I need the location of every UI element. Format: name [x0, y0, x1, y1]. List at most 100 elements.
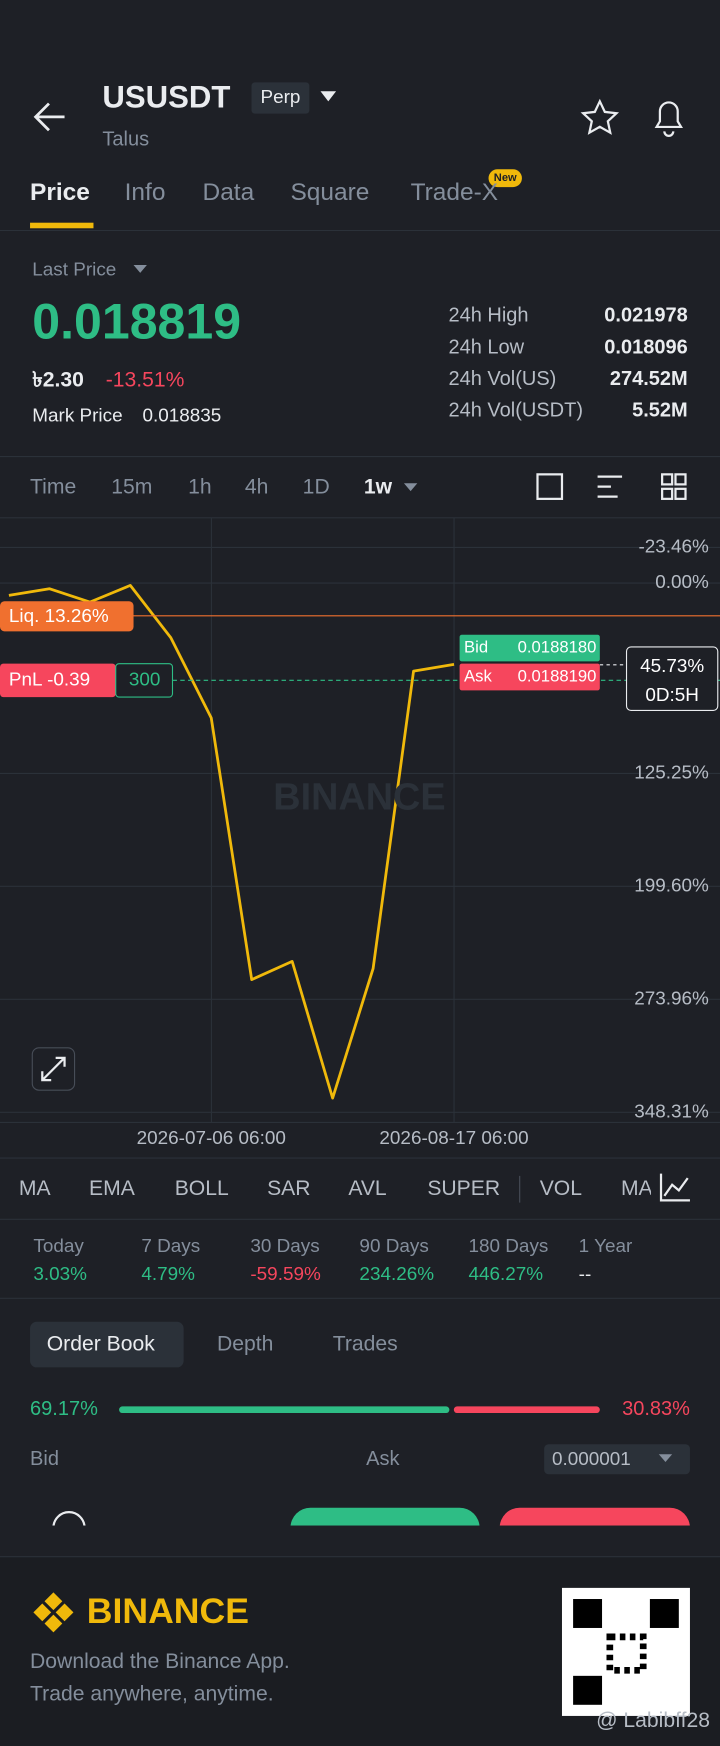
back-button[interactable]	[33, 102, 65, 132]
tab[interactable]: Info	[125, 179, 166, 206]
tab[interactable]: Data	[203, 179, 255, 206]
period-label: 7 Days	[141, 1236, 200, 1257]
tool-icon[interactable]	[674, 473, 687, 486]
ask-label: Ask	[464, 666, 492, 685]
stat-value: 0.021978	[604, 305, 687, 327]
username: @ Labibff28	[596, 1709, 710, 1732]
icon-backdrop	[651, 1169, 720, 1210]
tab-underline	[30, 222, 94, 229]
dropdown-icon[interactable]	[403, 483, 418, 492]
indicator[interactable]: EMA	[89, 1177, 136, 1200]
x-tick-label: 2026-08-17 06:00	[379, 1128, 528, 1149]
dropdown-icon[interactable]	[133, 265, 147, 273]
toolbar-icon[interactable]	[52, 1511, 86, 1528]
qr-finder	[573, 1599, 603, 1628]
orderbook-tab[interactable]: Order Book	[47, 1333, 155, 1356]
indicator[interactable]: SUPER	[427, 1177, 500, 1200]
chart-layer	[0, 546, 720, 1113]
interval[interactable]: Time	[30, 475, 76, 498]
tab[interactable]: Square	[290, 179, 369, 206]
tab[interactable]: Price	[30, 179, 90, 206]
expand-button[interactable]	[31, 1047, 76, 1091]
interval[interactable]: 4h	[245, 475, 269, 498]
indicator[interactable]: MA	[19, 1177, 52, 1200]
interval[interactable]: 1w	[364, 475, 393, 498]
active-tab-pill[interactable]	[30, 1321, 184, 1368]
cutoff	[0, 1525, 720, 1557]
tool-icon[interactable]	[536, 473, 564, 500]
period-label: 90 Days	[359, 1236, 428, 1257]
local-price: ৳2.30	[32, 368, 84, 391]
y-tick-label: 348.31%	[634, 1101, 709, 1122]
countdown: 0D:5H	[645, 685, 699, 706]
interval[interactable]: 1D	[303, 475, 330, 498]
brand: BINANCE	[87, 1591, 249, 1631]
interval[interactable]: 15m	[111, 475, 152, 498]
indicator-settings-icon[interactable]	[659, 1173, 690, 1202]
dropdown-icon[interactable]	[320, 91, 337, 102]
subtitle: Talus	[102, 129, 149, 151]
period-value: 234.26%	[359, 1264, 434, 1285]
period-label: 1 Year	[579, 1236, 633, 1257]
chart-tools	[536, 473, 687, 500]
brand-logo	[33, 1592, 74, 1633]
tab[interactable]: Trade-X	[411, 179, 498, 206]
indicator[interactable]: AVL	[348, 1177, 387, 1200]
y-tick-label: 273.96%	[634, 988, 709, 1009]
period-value: -59.59%	[250, 1264, 321, 1285]
ask-column: Ask	[366, 1448, 400, 1470]
bid-price: 0.0188180	[518, 637, 597, 656]
perp-badge	[251, 82, 310, 114]
precision: 0.000001	[552, 1449, 631, 1470]
expand-icon	[41, 1056, 66, 1082]
stat-label: 24h Vol(USDT)	[448, 400, 583, 422]
y-tick-label: 0.00%	[655, 572, 709, 593]
precision-box[interactable]	[544, 1444, 690, 1475]
indicator[interactable]: VOL	[540, 1177, 583, 1200]
pnl-box	[0, 663, 116, 698]
y-tick-label: -23.46%	[638, 536, 709, 557]
logo-shape	[33, 1592, 74, 1633]
tool-icon[interactable]	[674, 487, 687, 500]
tool-icon[interactable]	[661, 473, 674, 486]
stat-label: 24h High	[448, 305, 528, 327]
y-tick-label: 199.60%	[634, 875, 709, 896]
orderbook-tab[interactable]: Depth	[217, 1333, 273, 1356]
tool-icon[interactable]	[661, 487, 674, 500]
period-label: Today	[33, 1236, 84, 1257]
bid-box	[459, 634, 600, 662]
ask-ratio: 30.83%	[622, 1398, 690, 1420]
indicator[interactable]: MA	[621, 1177, 654, 1200]
ask-price: 0.0188190	[518, 666, 597, 685]
liq-label: Liq. 13.26%	[9, 606, 109, 627]
bid-ratio: 69.17%	[30, 1398, 98, 1420]
alert-icon[interactable]	[654, 101, 684, 137]
liq-label-box	[0, 601, 134, 632]
price-line	[8, 583, 455, 1100]
favorite-icon[interactable]	[580, 98, 620, 135]
interval[interactable]: 1h	[188, 475, 212, 498]
dropdown-icon[interactable]	[658, 1454, 673, 1463]
qr-finder	[649, 1599, 679, 1628]
badge-text: Perp	[260, 87, 300, 108]
qty-box	[115, 663, 174, 698]
qr-modules	[606, 1633, 647, 1674]
text-layer: USUSDT Perp Talus Price Info Data Square Trade-…	[9, 79, 710, 1732]
indicator[interactable]: SAR	[267, 1177, 310, 1200]
mark-price-label: Mark Price	[32, 405, 122, 426]
tool-icon[interactable]	[597, 475, 623, 498]
period-value: 446.27%	[469, 1264, 544, 1285]
period-value: --	[579, 1264, 592, 1285]
bid-ratio-bar	[119, 1406, 450, 1414]
stat-value: 0.018096	[604, 336, 687, 358]
watermark: BINANCE	[273, 777, 445, 819]
indicator[interactable]: BOLL	[175, 1177, 229, 1200]
orderbook-tab[interactable]: Trades	[333, 1333, 398, 1356]
bid-column: Bid	[30, 1448, 59, 1470]
qr-pattern	[573, 1599, 679, 1705]
new-badge-text: New	[494, 172, 517, 184]
x-tick-label: 2026-07-06 06:00	[137, 1128, 286, 1149]
stat-label: 24h Low	[448, 336, 524, 358]
